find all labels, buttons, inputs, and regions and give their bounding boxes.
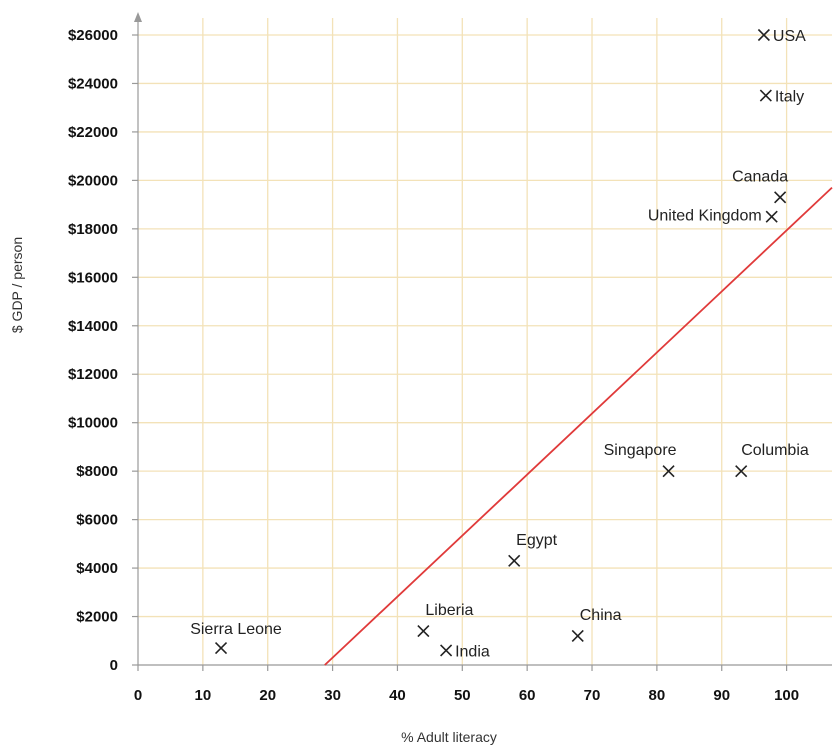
y-tick-label: $12000: [68, 366, 118, 383]
y-tick-label: $14000: [68, 318, 118, 335]
point-label-columbia: Columbia: [741, 442, 809, 459]
point-canada: [774, 191, 787, 204]
y-axis-ticks: 0 $2000 $4000 $6000 $8000 $10000 $12000 $14000 $…: [68, 27, 138, 674]
x-tick-label: 100: [774, 687, 799, 704]
y-tick-label: $4000: [76, 560, 118, 577]
point-label-italy: Italy: [775, 89, 804, 106]
point-united-kingdom: [765, 210, 778, 223]
point-label-united-kingdom: United Kingdom: [648, 208, 762, 225]
point-label-india: India: [455, 643, 490, 660]
x-tick-label: 50: [454, 687, 471, 704]
y-tick-label: $8000: [76, 463, 118, 480]
point-label-china: China: [580, 607, 622, 624]
y-tick-label: $10000: [68, 415, 118, 432]
point-liberia: [417, 625, 430, 638]
y-tick-label: 0: [110, 657, 118, 674]
y-tick-label: $22000: [68, 124, 118, 141]
data-points: USA Italy Canada United Kingdom Singapore Col…: [190, 28, 809, 660]
point-label-singapore: Singapore: [604, 442, 677, 459]
point-label-liberia: Liberia: [425, 602, 473, 619]
x-tick-label: 40: [389, 687, 406, 704]
axes: [134, 12, 832, 666]
x-tick-label: 0: [134, 687, 142, 704]
y-tick-label: $18000: [68, 221, 118, 238]
x-tick-label: 80: [649, 687, 666, 704]
point-columbia: [735, 465, 748, 478]
x-axis-ticks: 0 10 20 30 40 50 60 70 80 90 100: [134, 665, 799, 704]
point-label-egypt: Egypt: [516, 532, 557, 549]
x-tick-label: 60: [519, 687, 536, 704]
x-tick-label: 70: [584, 687, 601, 704]
point-sierra-leone: [214, 641, 228, 655]
point-usa: [757, 28, 770, 42]
y-tick-label: $2000: [76, 609, 118, 626]
grid: [138, 18, 832, 665]
point-label-usa: USA: [773, 28, 806, 45]
point-singapore: [662, 465, 675, 478]
x-tick-label: 20: [259, 687, 276, 704]
point-china: [571, 629, 584, 642]
point-egypt: [508, 554, 521, 567]
point-india: [440, 644, 453, 657]
y-tick-label: $26000: [68, 27, 118, 44]
x-tick-label: 10: [195, 687, 212, 704]
y-tick-label: $16000: [68, 269, 118, 286]
y-axis-arrow: [134, 12, 142, 22]
y-tick-label: $6000: [76, 512, 118, 529]
x-tick-label: 30: [324, 687, 341, 704]
y-tick-label: $20000: [68, 172, 118, 189]
y-axis-title: $ GDP / person: [9, 237, 25, 333]
point-label-sierra-leone: Sierra Leone: [190, 621, 282, 638]
x-axis-title: % Adult literacy: [401, 729, 497, 745]
point-label-canada: Canada: [732, 168, 788, 185]
point-italy: [759, 89, 772, 102]
trend-line: [324, 186, 833, 666]
y-tick-label: $24000: [68, 75, 118, 92]
x-tick-label: 90: [713, 687, 730, 704]
